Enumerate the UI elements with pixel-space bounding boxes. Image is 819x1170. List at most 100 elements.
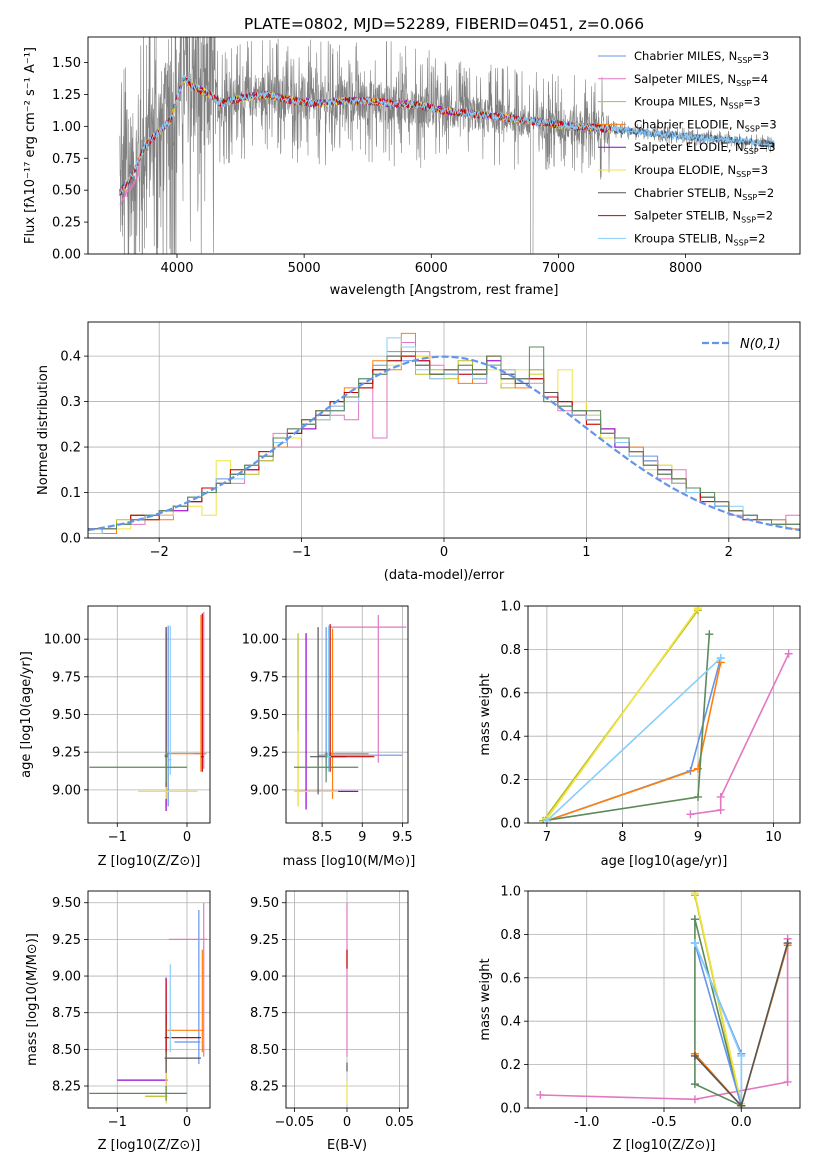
x-tick-label: 6000 bbox=[415, 261, 448, 276]
legend-entry: Chabrier ELODIE, NSSP=3 bbox=[634, 117, 777, 133]
x-axis-label: wavelength [Angstrom, rest frame] bbox=[330, 283, 559, 298]
y-axis-label: mass [log10(M/M⊙)] bbox=[25, 933, 40, 1066]
plot-content bbox=[536, 891, 792, 1108]
y-tick-label: 8.50 bbox=[52, 1043, 81, 1058]
weight-marker bbox=[716, 805, 725, 814]
x-tick-label: 8 bbox=[618, 830, 626, 845]
weight-line-kroupa-stelib bbox=[546, 657, 722, 822]
weight-marker bbox=[737, 1101, 746, 1108]
weight-marker bbox=[716, 654, 725, 663]
weight-marker bbox=[690, 1095, 699, 1104]
weight-marker bbox=[737, 1051, 746, 1060]
weight-marker bbox=[690, 1080, 699, 1089]
legend-text: Chabrier STELIB, N bbox=[634, 186, 742, 200]
axes-frame bbox=[87, 321, 801, 539]
weight-marker bbox=[690, 1051, 699, 1060]
x-tick-label: −1 bbox=[108, 830, 127, 845]
x-tick-label: 0 bbox=[440, 545, 448, 560]
legend-suffix: =2 bbox=[756, 209, 773, 223]
y-axis-label: Flux [fλ10⁻¹⁷ erg cm⁻² s⁻¹ A⁻¹] bbox=[23, 47, 38, 244]
y-axis-label: mass weight bbox=[478, 673, 493, 755]
plot-content bbox=[294, 615, 407, 810]
y-tick-label: 1.50 bbox=[52, 56, 81, 71]
plot-content bbox=[539, 606, 793, 823]
y-tick-label: 9.75 bbox=[250, 670, 279, 685]
y-tick-label: 0.75 bbox=[52, 152, 81, 167]
x-axis-label: Z [log10(Z/Z⊙)] bbox=[98, 854, 201, 869]
x-axis-label: E(B-V) bbox=[327, 1138, 367, 1153]
legend-text: Chabrier MILES, N bbox=[634, 49, 737, 63]
legend-entry: Kroupa ELODIE, NSSP=3 bbox=[634, 163, 768, 179]
legend-subscript: SSP bbox=[729, 102, 744, 111]
x-tick-label: 5000 bbox=[288, 261, 321, 276]
y-tick-label: 0.1 bbox=[60, 486, 81, 501]
x-axis-label: age [log10(age/yr)] bbox=[601, 854, 728, 869]
legend-entry: Salpeter STELIB, NSSP=2 bbox=[634, 209, 773, 225]
axes-frame bbox=[527, 890, 801, 1109]
weight-marker bbox=[690, 915, 699, 924]
weight-marker bbox=[783, 939, 792, 948]
x-axis-label: (data-model)/error bbox=[384, 568, 505, 583]
legend-subscript: SSP bbox=[736, 79, 751, 88]
y-tick-label: 9.75 bbox=[52, 670, 81, 685]
y-axis-label: Normed distribution bbox=[36, 365, 51, 495]
y-tick-label: 0.4 bbox=[500, 1015, 521, 1030]
axes-frame bbox=[527, 605, 801, 824]
legend-entry: Chabrier MILES, NSSP=3 bbox=[634, 49, 769, 65]
y-tick-label: 9.25 bbox=[250, 933, 279, 948]
y-axis-label: age [log10(age/yr)] bbox=[19, 651, 34, 778]
legend-subscript: SSP bbox=[745, 124, 760, 133]
panel-age-vs-Z: −1 0 9.00 9.25 9.50 9.75 10.00 Z [log10(Z/Z⊙)] a… bbox=[19, 605, 211, 869]
y-tick-label: 10.00 bbox=[242, 633, 279, 648]
legend-entry: Kroupa MILES, NSSP=3 bbox=[634, 95, 760, 111]
legend-suffix: =3 bbox=[760, 117, 777, 131]
y-tick-label: 1.25 bbox=[52, 88, 81, 103]
legend-suffix: =2 bbox=[757, 186, 774, 200]
x-axis-label: Z [log10(Z/Z⊙)] bbox=[613, 1138, 716, 1153]
y-tick-label: 9.00 bbox=[52, 783, 81, 798]
weight-line-salpeter-miles bbox=[690, 653, 790, 816]
x-tick-label: 7 bbox=[543, 830, 551, 845]
x-tick-label: 9 bbox=[358, 830, 366, 845]
x-tick-label: 9.5 bbox=[392, 830, 413, 845]
legend-entry: Chabrier STELIB, NSSP=2 bbox=[634, 186, 774, 202]
axes-frame bbox=[87, 36, 801, 255]
y-tick-label: 0.8 bbox=[500, 928, 521, 943]
y-tick-label: 9.00 bbox=[250, 970, 279, 985]
legend-text: Salpeter ELODIE, N bbox=[634, 140, 744, 154]
model-spectrum-kroupa-stelib bbox=[119, 74, 775, 194]
y-tick-label: 1.00 bbox=[52, 120, 81, 135]
legend-subscript: SSP bbox=[737, 56, 752, 65]
x-tick-label: 1 bbox=[582, 545, 590, 560]
x-tick-label: 0 bbox=[183, 830, 191, 845]
spectrum-title: PLATE=0802, MJD=52289, FIBERID=0451, z=0… bbox=[244, 15, 644, 33]
legend-suffix: =2 bbox=[749, 231, 766, 245]
legend-entry: Kroupa STELIB, NSSP=2 bbox=[634, 231, 765, 247]
weight-marker bbox=[705, 630, 714, 639]
y-tick-label: 0.0 bbox=[60, 532, 81, 547]
legend-subscript: SSP bbox=[742, 193, 757, 202]
legend-suffix: =3 bbox=[759, 140, 776, 154]
x-tick-label: -1.0 bbox=[574, 1115, 599, 1130]
y-tick-label: 8.75 bbox=[250, 1006, 279, 1021]
weight-marker bbox=[783, 1077, 792, 1086]
y-tick-label: 9.25 bbox=[52, 746, 81, 761]
x-tick-label: −2 bbox=[150, 545, 169, 560]
plot-content bbox=[89, 612, 207, 811]
y-tick-label: 9.50 bbox=[52, 896, 81, 911]
y-tick-label: 0.6 bbox=[500, 686, 521, 701]
axes-frame bbox=[285, 605, 409, 824]
legend-subscript: SSP bbox=[741, 216, 756, 225]
x-tick-label: 10 bbox=[765, 830, 782, 845]
x-tick-label: 2 bbox=[725, 545, 733, 560]
x-tick-label: 9 bbox=[694, 830, 702, 845]
y-tick-label: 0.8 bbox=[500, 643, 521, 658]
y-tick-label: 9.50 bbox=[250, 896, 279, 911]
y-tick-label: 9.50 bbox=[52, 708, 81, 723]
y-tick-label: 1.0 bbox=[500, 885, 521, 900]
x-axis-label: Z [log10(Z/Z⊙)] bbox=[98, 1138, 201, 1153]
y-tick-label: 0.25 bbox=[52, 216, 81, 231]
weight-line-green bbox=[694, 919, 743, 1108]
